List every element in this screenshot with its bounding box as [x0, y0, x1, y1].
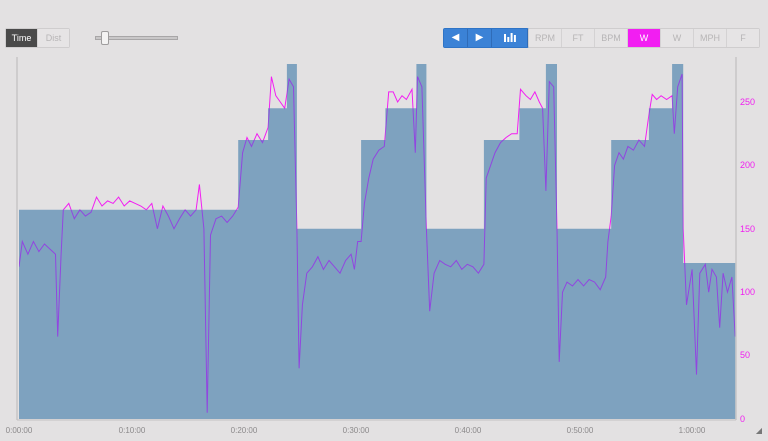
arrow-left-icon: ◀: [451, 32, 460, 43]
zoom-slider-thumb[interactable]: [101, 31, 109, 45]
distance-button[interactable]: Dist: [38, 29, 69, 47]
zoom-slider-track[interactable]: [95, 36, 178, 40]
unit-mph-button[interactable]: MPH: [694, 29, 727, 47]
x-tick-label: 0:00:00: [5, 426, 33, 435]
x-tick-label: 1:00:00: [678, 426, 706, 435]
previous-button[interactable]: ◀: [444, 29, 468, 47]
unit-watts-button-active[interactable]: W: [628, 29, 661, 47]
time-button[interactable]: Time: [6, 29, 38, 47]
y-tick-label: 200: [740, 160, 756, 170]
x-tick-label: 0:50:00: [566, 426, 594, 435]
arrow-right-icon: ▶: [475, 32, 484, 43]
time-distance-toggle: Time Dist: [5, 28, 70, 48]
x-tick-label: 0:30:00: [342, 426, 370, 435]
x-tick-label: 0:40:00: [454, 426, 482, 435]
y-tick-label: 150: [740, 224, 756, 234]
unit-selector: RPM FT BPM W W MPH F: [528, 28, 760, 48]
target-power-area: [19, 64, 736, 419]
unit-ft-button[interactable]: FT: [562, 29, 595, 47]
y-tick-label: 50: [740, 350, 751, 360]
bar-chart-button[interactable]: [492, 29, 528, 47]
unit-bpm-button[interactable]: BPM: [595, 29, 628, 47]
unit-f-button[interactable]: F: [727, 29, 759, 47]
chart-navigation-group: ◀ ▶: [443, 28, 529, 48]
unit-rpm-button[interactable]: RPM: [529, 29, 562, 47]
next-button[interactable]: ▶: [468, 29, 492, 47]
x-tick-label: 0:10:00: [118, 426, 146, 435]
y-tick-label: 0: [740, 414, 746, 424]
y-tick-label: 100: [740, 287, 756, 297]
unit-watts-button[interactable]: W: [661, 29, 694, 47]
y-tick-label: 250: [740, 97, 756, 107]
resize-handle-icon[interactable]: ◢: [755, 426, 762, 435]
x-tick-label: 0:20:00: [230, 426, 258, 435]
bar-chart-icon: [503, 33, 516, 43]
